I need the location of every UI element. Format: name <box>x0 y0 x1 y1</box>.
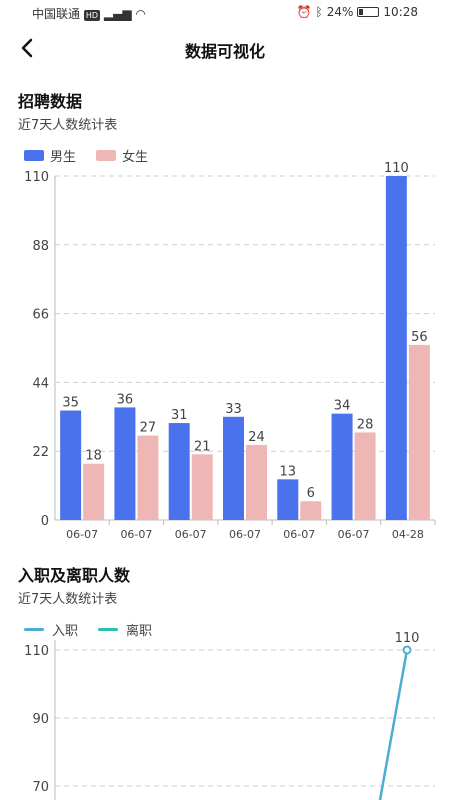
bar-value-label: 35 <box>62 396 79 411</box>
bar-value-label: 18 <box>85 449 102 464</box>
hd-badge: HD <box>83 10 101 21</box>
signal-icon: ▂▄▆ <box>103 7 132 21</box>
recruit-legend: 男生 女生 <box>24 146 168 165</box>
bar-male <box>60 410 82 520</box>
x-tick-label: 06-07 <box>66 528 98 541</box>
bar-value-label: 27 <box>140 421 157 436</box>
bar-male <box>168 423 190 520</box>
clock: 10:28 <box>383 5 418 19</box>
alarm-icon: ⏰ <box>296 5 312 19</box>
battery-fill <box>359 9 364 15</box>
y-tick-label: 88 <box>32 239 49 254</box>
bar-value-label: 34 <box>334 399 351 414</box>
y-tick-label: 44 <box>32 376 49 391</box>
bar-female <box>137 435 159 520</box>
bar-male <box>277 479 299 520</box>
legend-item-onboard[interactable]: 入职 <box>24 620 78 639</box>
legend-swatch-female <box>96 150 117 161</box>
x-tick-label: 06-07 <box>175 528 207 541</box>
x-tick-label: 06-07 <box>283 528 315 541</box>
bar-value-label: 28 <box>357 417 374 432</box>
staff-section-subtitle: 近7天人数统计表 <box>18 592 118 607</box>
bar-value-label: 56 <box>411 330 428 345</box>
recruit-section-title: 招聘数据 <box>18 92 83 111</box>
bar-female <box>191 454 213 520</box>
staff-section-title: 入职及离职人数 <box>18 566 131 585</box>
y-tick-label: 110 <box>24 170 49 185</box>
bar-value-label: 36 <box>117 392 134 407</box>
bluetooth-icon: ᛒ <box>315 5 323 19</box>
status-right: ⏰ ᛒ 24% 10:28 <box>297 5 418 19</box>
nav-bar: 数据可视化 <box>0 26 450 70</box>
bar-male <box>331 413 353 520</box>
legend-swatch-male <box>24 150 44 161</box>
bar-female <box>246 444 267 520</box>
legend-label-resign: 离职 <box>126 624 153 639</box>
line-onboard-point <box>402 645 412 655</box>
battery-icon <box>357 7 380 17</box>
bar-value-label: 110 <box>384 161 409 176</box>
carrier-name: 中国联通 <box>32 7 81 21</box>
y-tick-label: 110 <box>24 644 49 659</box>
legend-swatch-onboard <box>24 628 44 631</box>
bar-male <box>114 407 136 520</box>
legend-label-onboard: 入职 <box>52 624 79 639</box>
y-tick-label: 70 <box>32 780 49 795</box>
y-tick-label: 22 <box>32 445 49 460</box>
bar-value-label: 33 <box>225 402 242 417</box>
line-onboard-segment <box>378 649 409 800</box>
bar-value-label: 6 <box>307 486 315 501</box>
bar-value-label: 24 <box>248 430 265 445</box>
staff-legend: 入职 离职 <box>24 620 172 639</box>
bar-female <box>83 463 105 520</box>
legend-label-male: 男生 <box>50 150 77 165</box>
bar-female <box>300 501 322 520</box>
bar-value-label: 21 <box>194 439 211 454</box>
bar-male <box>385 176 407 520</box>
recruit-bar-chart: 0 22 44 66 88 110 35 18 06-07 36 27 06-07 31 21 06-07 3… <box>24 161 436 541</box>
bar-male <box>223 416 244 520</box>
x-tick-label: 06-07 <box>229 528 261 541</box>
legend-label-female: 女生 <box>122 150 149 165</box>
x-tick-label: 06-07 <box>338 528 370 541</box>
x-tick-label: 06-07 <box>120 528 152 541</box>
wifi-icon: ◠ <box>135 7 146 21</box>
legend-item-resign[interactable]: 离职 <box>98 620 152 639</box>
x-tick-label: 04-28 <box>392 528 424 541</box>
status-bar: 中国联通 HD ▂▄▆ ◠ ⏰ ᛒ 24% 10:28 <box>0 0 450 26</box>
page-title: 数据可视化 <box>184 42 265 61</box>
y-tick-label: 66 <box>32 308 49 323</box>
legend-swatch-resign <box>98 628 119 631</box>
bar-female <box>354 432 376 520</box>
staff-line-chart: 70 90 110 110 <box>24 631 435 800</box>
carrier-info: 中国联通 HD ▂▄▆ ◠ <box>32 5 146 22</box>
legend-item-male[interactable]: 男生 <box>24 146 76 165</box>
bar-value-label: 31 <box>171 408 188 423</box>
y-tick-label: 90 <box>32 712 49 727</box>
bar-value-label: 13 <box>280 464 297 479</box>
legend-item-female[interactable]: 女生 <box>96 146 148 165</box>
chevron-left-icon <box>21 38 33 58</box>
y-tick-label: 0 <box>41 514 49 529</box>
point-value-label: 110 <box>395 631 420 646</box>
recruit-section-subtitle: 近7天人数统计表 <box>18 118 118 133</box>
back-button[interactable] <box>14 34 42 62</box>
battery-percent: 24% <box>326 5 354 19</box>
bar-female <box>408 344 430 520</box>
